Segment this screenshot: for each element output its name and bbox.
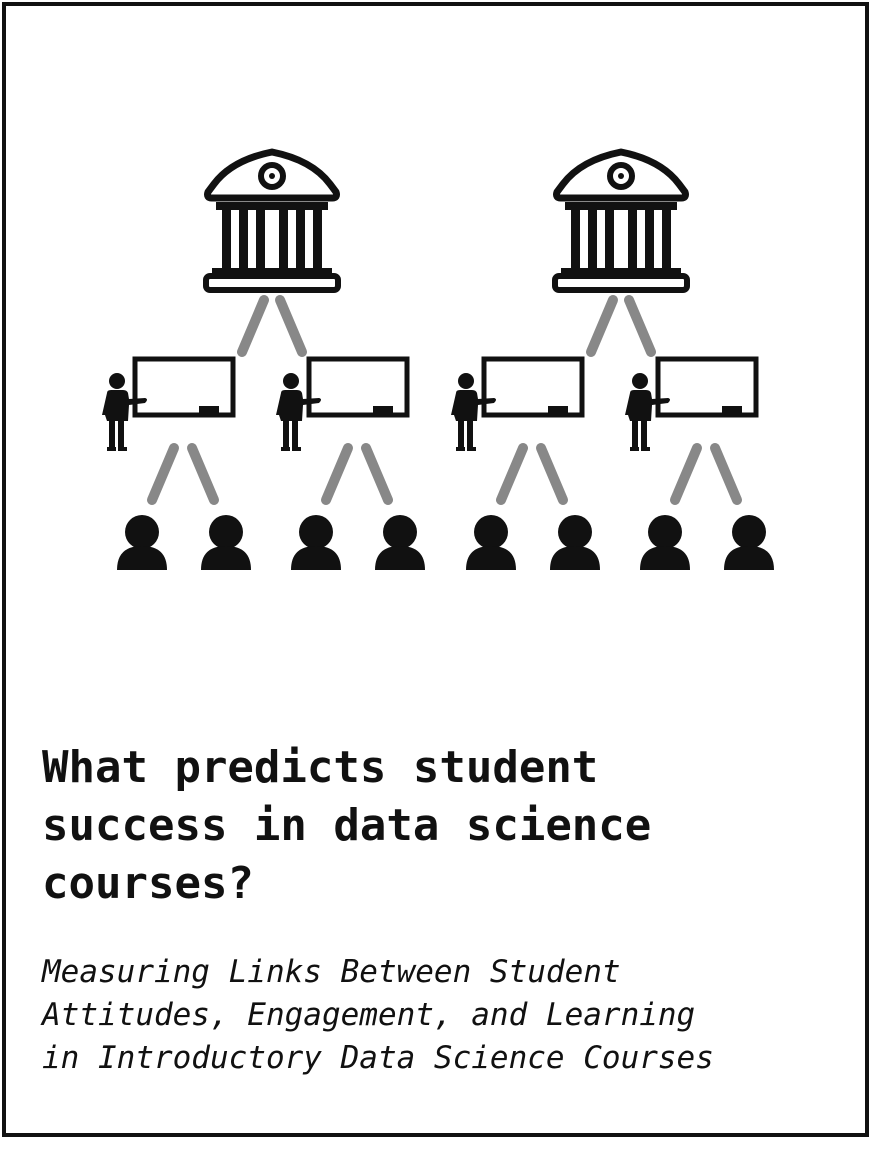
connector-classroom-student: [147, 443, 179, 505]
connector-classroom-student: [321, 443, 353, 505]
page-subtitle: Measuring Links Between Student Attitude…: [42, 951, 842, 1080]
title-line-1: What predicts student: [42, 742, 599, 793]
institution-icon: [206, 152, 338, 290]
connector-classroom-student: [710, 443, 742, 505]
student-icon: [640, 515, 690, 570]
student-icon: [291, 515, 341, 570]
student-icon: [550, 515, 600, 570]
teacher-whiteboard-icon: [102, 359, 233, 451]
student-icon: [466, 515, 516, 570]
student-icon: [724, 515, 774, 570]
connector-classroom-student: [187, 443, 219, 505]
subtitle-line-2: Attitudes, Engagement, and Learning: [42, 997, 696, 1033]
poster-frame: What predicts student success in data sc…: [2, 2, 869, 1137]
student-icon: [375, 515, 425, 570]
student-icon: [117, 515, 167, 570]
connector-institution-classroom: [624, 295, 656, 357]
connector-classroom-student: [670, 443, 702, 505]
title-line-2: success in data science: [42, 800, 652, 851]
connector-classroom-student: [361, 443, 393, 505]
subtitle-line-1: Measuring Links Between Student: [42, 954, 621, 990]
connector-classroom-student: [536, 443, 568, 505]
page-title: What predicts student success in data sc…: [42, 739, 842, 913]
student-icon: [201, 515, 251, 570]
connector-institution-classroom: [237, 295, 269, 357]
institution-icon: [555, 152, 687, 290]
teacher-whiteboard-icon: [625, 359, 756, 451]
teacher-whiteboard-icon: [276, 359, 407, 451]
connector-institution-classroom: [275, 295, 307, 357]
title-line-3: courses?: [42, 858, 254, 909]
connector-classroom-student: [496, 443, 528, 505]
subtitle-line-3: in Introductory Data Science Courses: [42, 1040, 714, 1076]
hierarchy-diagram: [6, 6, 774, 570]
teacher-whiteboard-icon: [451, 359, 582, 451]
connector-institution-classroom: [586, 295, 618, 357]
